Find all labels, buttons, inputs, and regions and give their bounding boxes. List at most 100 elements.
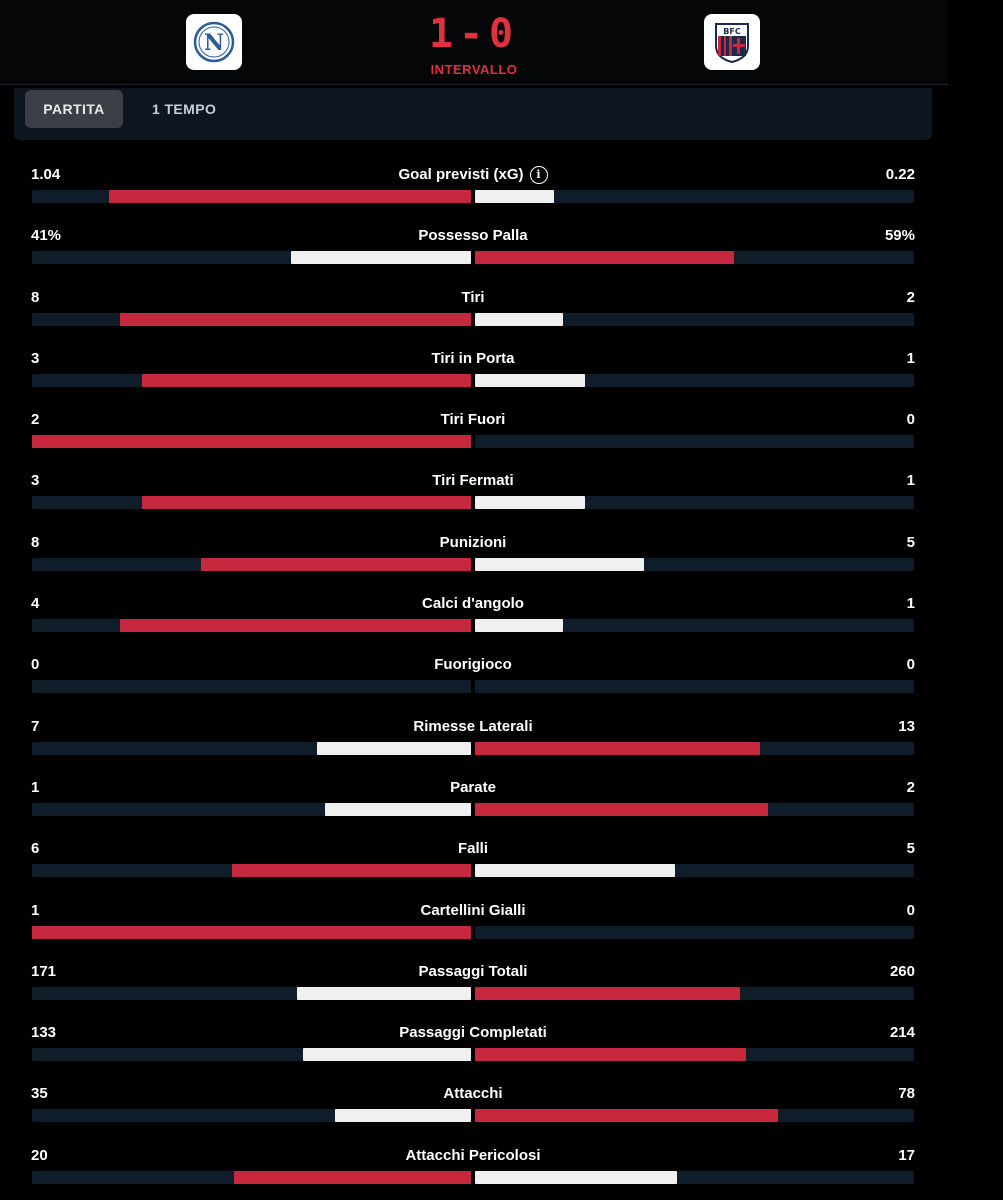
away-stat-track (475, 1171, 914, 1184)
stat-label-text: Parate (450, 779, 496, 796)
stat-row: 35 Attacchi 78 (0, 1069, 948, 1130)
stat-row: 133 Passaggi Completati 214 (0, 1008, 948, 1069)
stat-text-line: 3 Tiri Fermati 1 (31, 472, 915, 492)
stat-row: 2 Tiri Fuori 0 (0, 395, 948, 456)
stat-text-line: 8 Tiri 2 (31, 289, 915, 309)
stat-label: Falli (31, 840, 915, 857)
away-stat-track (475, 742, 914, 755)
away-stat-value: 0 (907, 656, 915, 673)
stat-row: 0 Fuorigioco 0 (0, 640, 948, 701)
stat-text-line: 0 Fuorigioco 0 (31, 656, 915, 676)
away-stat-bar (475, 558, 644, 571)
stat-text-line: 2 Tiri Fuori 0 (31, 411, 915, 431)
stat-text-line: 1.04 Goal previsti (xG) i 0.22 (31, 166, 915, 186)
home-stat-bar (32, 435, 471, 448)
away-stat-track (475, 619, 914, 632)
away-team-logo[interactable]: BFC (704, 14, 760, 70)
home-stat-track (32, 619, 471, 632)
stat-row: 7 Rimesse Laterali 13 (0, 702, 948, 763)
away-stat-track (475, 1109, 914, 1122)
away-stat-bar (475, 619, 563, 632)
match-status: INTERVALLO (0, 62, 948, 77)
stat-label-text: Calci d'angolo (422, 595, 524, 612)
stat-label-text: Tiri (461, 289, 484, 306)
away-stat-bar (475, 374, 585, 387)
stat-row: 3 Tiri in Porta 1 (0, 334, 948, 395)
away-stat-value: 5 (907, 534, 915, 551)
stat-text-line: 20 Attacchi Pericolosi 17 (31, 1147, 915, 1167)
stat-label-text: Passaggi Completati (399, 1024, 547, 1041)
stat-label: Fuorigioco (31, 656, 915, 673)
home-stat-track (32, 251, 471, 264)
home-stat-track (32, 558, 471, 571)
stat-label: Tiri Fuori (31, 411, 915, 428)
away-stat-value: 78 (898, 1085, 915, 1102)
away-stat-track (475, 864, 914, 877)
away-stat-track (475, 190, 914, 203)
stat-label-text: Rimesse Laterali (413, 718, 532, 735)
home-stat-bar (109, 190, 471, 203)
home-stat-bar (232, 864, 471, 877)
stat-label-text: Tiri Fuori (441, 411, 506, 428)
away-stat-bar (475, 864, 675, 877)
away-stat-bar (475, 987, 740, 1000)
match-header: N 1-0 INTERVALLO BFC (0, 0, 948, 85)
away-stat-value: 13 (898, 718, 915, 735)
away-stat-value: 1 (907, 595, 915, 612)
home-stat-track (32, 680, 471, 693)
stat-label: Possesso Palla (31, 227, 915, 244)
stat-label-text: Attacchi (443, 1085, 502, 1102)
away-stat-bar (475, 803, 768, 816)
stat-label-text: Attacchi Pericolosi (405, 1147, 540, 1164)
stat-label: Cartellini Gialli (31, 902, 915, 919)
away-stat-value: 1 (907, 472, 915, 489)
away-stat-value: 0 (907, 411, 915, 428)
away-stat-bar (475, 742, 760, 755)
home-stat-bar (291, 251, 471, 264)
away-stat-track (475, 435, 914, 448)
stat-label: Attacchi Pericolosi (31, 1147, 915, 1164)
away-stat-bar (475, 251, 734, 264)
away-stat-bar (475, 1048, 746, 1061)
stat-label-text: Fuorigioco (434, 656, 512, 673)
away-stat-value: 5 (907, 840, 915, 857)
stat-label-text: Cartellini Gialli (420, 902, 525, 919)
info-icon[interactable]: i (530, 166, 548, 184)
home-stat-track (32, 803, 471, 816)
stat-row: 4 Calci d'angolo 1 (0, 579, 948, 640)
stat-label: Goal previsti (xG) i (31, 166, 915, 184)
home-stat-track (32, 987, 471, 1000)
away-stat-bar (475, 1109, 778, 1122)
stat-text-line: 6 Falli 5 (31, 840, 915, 860)
home-stat-track (32, 190, 471, 203)
away-stat-bar (475, 1171, 677, 1184)
scoreboard: 1-0 INTERVALLO (0, 12, 948, 77)
away-stat-value: 0 (907, 902, 915, 919)
stat-text-line: 133 Passaggi Completati 214 (31, 1024, 915, 1044)
score-value: 1-0 (0, 12, 948, 56)
away-stat-value: 2 (907, 779, 915, 796)
stat-row: 1 Cartellini Gialli 0 (0, 886, 948, 947)
home-stat-bar (325, 803, 471, 816)
away-stat-track (475, 803, 914, 816)
home-stat-track (32, 1048, 471, 1061)
home-stat-track (32, 496, 471, 509)
stats-list: 1.04 Goal previsti (xG) i 0.22 41% Possesso P… (0, 150, 948, 1192)
home-stat-track (32, 374, 471, 387)
tab-1-tempo[interactable]: 1 TEMPO (136, 90, 232, 128)
home-stat-track (32, 864, 471, 877)
away-stat-value: 214 (890, 1024, 915, 1041)
home-stat-bar (142, 496, 471, 509)
stat-label: Rimesse Laterali (31, 718, 915, 735)
stat-text-line: 3 Tiri in Porta 1 (31, 350, 915, 370)
stat-text-line: 4 Calci d'angolo 1 (31, 595, 915, 615)
home-stat-bar (234, 1171, 471, 1184)
away-stat-track (475, 987, 914, 1000)
stat-label-text: Tiri Fermati (432, 472, 513, 489)
stat-label: Tiri in Porta (31, 350, 915, 367)
svg-text:BFC: BFC (723, 27, 741, 36)
home-stat-track (32, 926, 471, 939)
stat-text-line: 7 Rimesse Laterali 13 (31, 718, 915, 738)
tab-partita[interactable]: PARTITA (25, 90, 123, 128)
